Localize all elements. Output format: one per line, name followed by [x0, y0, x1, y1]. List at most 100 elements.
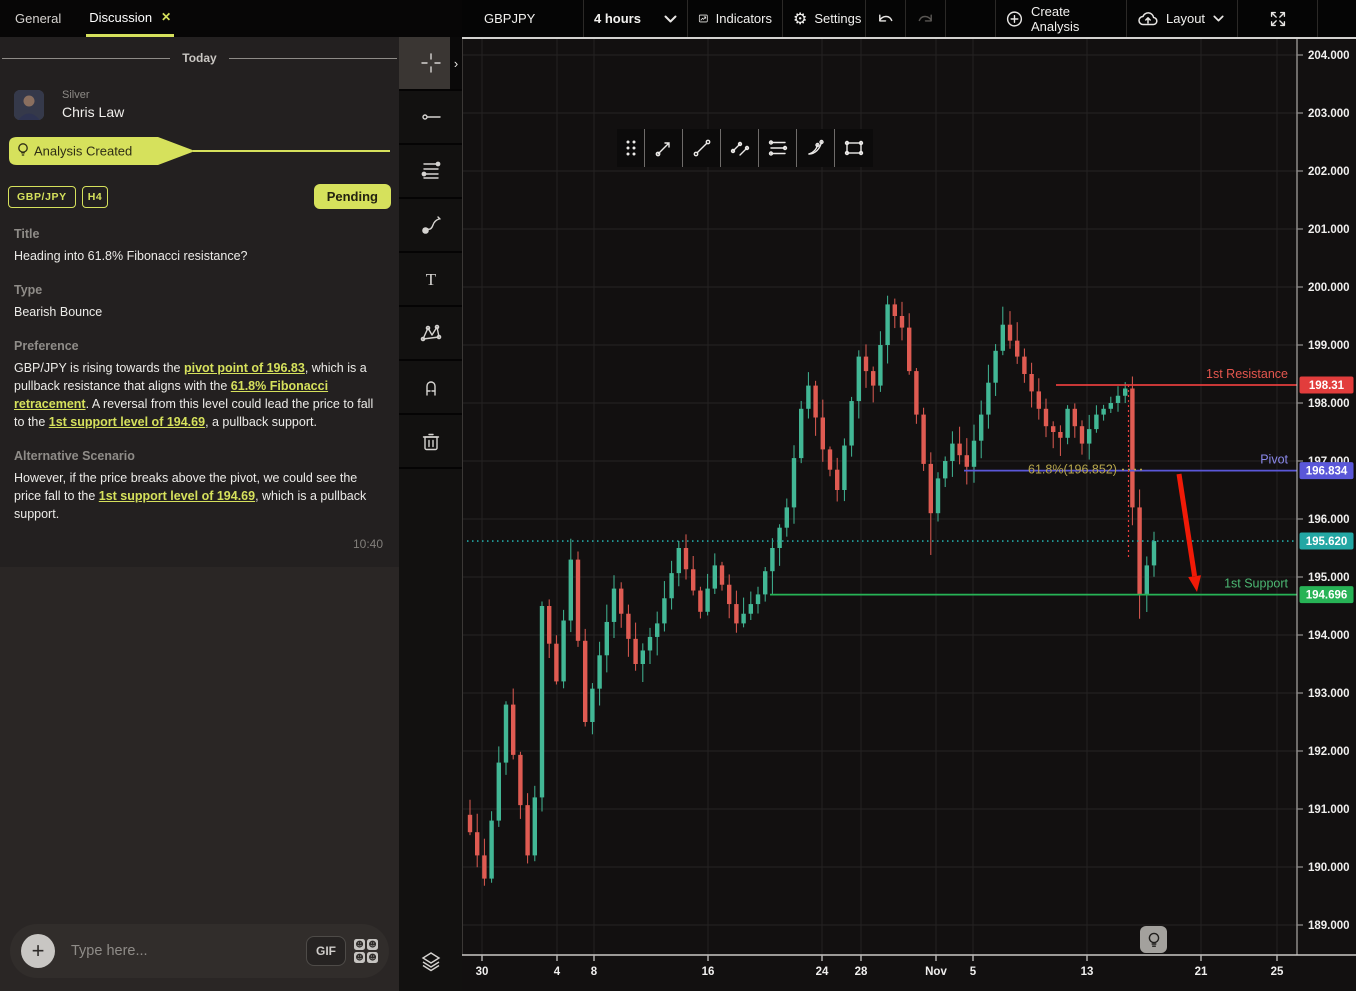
- fullscreen-button[interactable]: [1238, 0, 1318, 37]
- section-text: However, if the price breaks above the p…: [14, 471, 367, 521]
- svg-text:194.696: 194.696: [1306, 590, 1348, 602]
- drag-handle[interactable]: [617, 129, 645, 167]
- svg-text:28: 28: [855, 966, 868, 978]
- redo-icon: [918, 13, 932, 22]
- chart-hint-button[interactable]: [1140, 926, 1167, 953]
- svg-text:195.620: 195.620: [1306, 536, 1348, 548]
- indicators-label: Indicators: [715, 11, 772, 26]
- lightbulb-icon: [18, 143, 28, 156]
- tab-general-label: General: [15, 11, 62, 26]
- projection-arrow[interactable]: [1176, 473, 1202, 592]
- float-tool-trend-line[interactable]: [683, 129, 721, 167]
- crosshair-icon: [420, 53, 441, 73]
- date-divider: Today: [0, 37, 399, 69]
- banner-label: Analysis Created: [34, 144, 132, 159]
- analysis-message: Today Silver Chris Law: [0, 37, 399, 567]
- attach-plus-button[interactable]: +: [21, 934, 55, 968]
- fib-level-label: 61.8%(196.852): [1028, 463, 1117, 477]
- svg-text:21: 21: [1195, 966, 1208, 978]
- tool-magnet[interactable]: [399, 361, 462, 415]
- tool-layers[interactable]: [399, 937, 462, 987]
- cloud-upload-icon: [1138, 12, 1158, 26]
- create-analysis-button[interactable]: Create Analysis: [996, 0, 1127, 37]
- floating-drawing-toolbar: [617, 129, 873, 167]
- redo-button[interactable]: [906, 0, 946, 37]
- svg-text:203.000: 203.000: [1308, 108, 1350, 120]
- price-axis[interactable]: 204.000 203.000 202.000 201.000 200.000 199.0…: [1297, 50, 1350, 932]
- interval-dropdown[interactable]: 4 hours: [584, 0, 688, 37]
- layout-dropdown[interactable]: Layout: [1127, 0, 1238, 37]
- candlestick-layer[interactable]: [467, 295, 1157, 886]
- gif-button[interactable]: GIF: [306, 936, 346, 966]
- interval-label: 4 hours: [594, 11, 641, 26]
- indicators-button[interactable]: Indicators: [688, 0, 783, 37]
- svg-text:190.000: 190.000: [1308, 862, 1350, 874]
- time-axis[interactable]: 30 4 8 16 24 28 Nov 5 13 21 25: [476, 955, 1284, 978]
- svg-text:204.000: 204.000: [1308, 50, 1350, 62]
- float-tool-fib-retracement[interactable]: [759, 129, 797, 167]
- inline-link[interactable]: 1st support level of 194.69: [48, 415, 206, 429]
- tab-discussion[interactable]: Discussion ✕: [86, 0, 175, 37]
- float-tool-parallel-channel[interactable]: [721, 129, 759, 167]
- inline-link[interactable]: pivot point of 196.83: [183, 361, 305, 375]
- indicators-icon: [698, 14, 708, 23]
- section-label: Preference: [14, 339, 79, 353]
- svg-text:T: T: [425, 270, 436, 289]
- instrument-badge: GBP/JPY: [8, 185, 76, 208]
- chevron-down-icon: [1213, 15, 1224, 22]
- circle-plus-icon: [1006, 10, 1023, 27]
- drawing-toolbar: › T: [399, 37, 462, 991]
- undo-button[interactable]: [866, 0, 906, 37]
- chart-canvas[interactable]: 1st Resistance Pivot 1st Support 61.8%(196.…: [462, 39, 1356, 991]
- text-icon: T: [425, 270, 436, 289]
- tool-text[interactable]: T: [399, 253, 462, 307]
- resistance-label: 1st Resistance: [1206, 367, 1288, 381]
- chart-body: 1st Resistance Pivot 1st Support 61.8%(196.…: [462, 39, 1356, 991]
- float-tool-rectangle[interactable]: [835, 129, 873, 167]
- tab-general[interactable]: General: [12, 0, 64, 37]
- section-label: Alternative Scenario: [14, 449, 135, 463]
- float-tool-fib-wedge[interactable]: [797, 129, 835, 167]
- tool-brush[interactable]: [399, 199, 462, 253]
- chat-input[interactable]: [71, 943, 306, 959]
- toolbar-expand-chevron-icon[interactable]: ›: [450, 37, 462, 89]
- drag-handle-icon: [626, 140, 635, 156]
- emoji-picker-icon[interactable]: ☻ ☻ ☻ ☻: [354, 939, 378, 963]
- settings-button[interactable]: ⚙ Settings: [783, 0, 866, 37]
- svg-text:194.000: 194.000: [1308, 630, 1350, 642]
- trend-line-icon: [421, 114, 441, 120]
- section-preference: Preference GBP/JPY is rising towards the…: [0, 339, 399, 431]
- chart-region: GBPJPY 4 hours Indicators ⚙ Settings: [462, 0, 1356, 991]
- section-text: Heading into 61.8% Fibonacci resistance?: [14, 249, 248, 263]
- svg-text:191.000: 191.000: [1308, 804, 1350, 816]
- section-text: Bearish Bounce: [14, 305, 103, 319]
- svg-text:200.000: 200.000: [1308, 282, 1350, 294]
- grid-layer: [462, 39, 1297, 955]
- tool-xabcd-pattern[interactable]: [399, 307, 462, 361]
- resistance-price-tag: 198.31: [1299, 376, 1354, 394]
- svg-text:198.31: 198.31: [1309, 380, 1345, 392]
- svg-text:199.000: 199.000: [1308, 340, 1350, 352]
- fib-retracement-icon: [421, 161, 440, 179]
- svg-text:198.000: 198.000: [1308, 398, 1350, 410]
- tab-close-icon[interactable]: ✕: [161, 10, 172, 24]
- tool-fib-retracement[interactable]: [399, 145, 462, 199]
- avatar[interactable]: [14, 89, 44, 120]
- layers-icon: [421, 952, 440, 972]
- svg-text:30: 30: [476, 966, 489, 978]
- tool-trash[interactable]: [399, 415, 462, 469]
- svg-text:195.000: 195.000: [1308, 572, 1350, 584]
- section-label: Title: [14, 227, 40, 241]
- inline-link[interactable]: 1st support level of 194.69: [98, 489, 256, 503]
- tool-trend-line[interactable]: [399, 91, 462, 145]
- svg-text:202.000: 202.000: [1308, 166, 1350, 178]
- header-tail: [1318, 0, 1356, 37]
- analysis-created-banner: Analysis Created: [6, 136, 393, 171]
- tool-crosshair[interactable]: ›: [399, 37, 462, 91]
- inline-link[interactable]: 61.8% Fibonacci retracement: [14, 379, 329, 411]
- svg-text:196.000: 196.000: [1308, 514, 1350, 526]
- pivot-label: Pivot: [1260, 453, 1288, 467]
- float-tool-arrow[interactable]: [645, 129, 683, 167]
- symbol-button[interactable]: GBPJPY: [462, 0, 584, 37]
- chat-input-bar: + GIF ☻☻☻☻: [10, 924, 389, 978]
